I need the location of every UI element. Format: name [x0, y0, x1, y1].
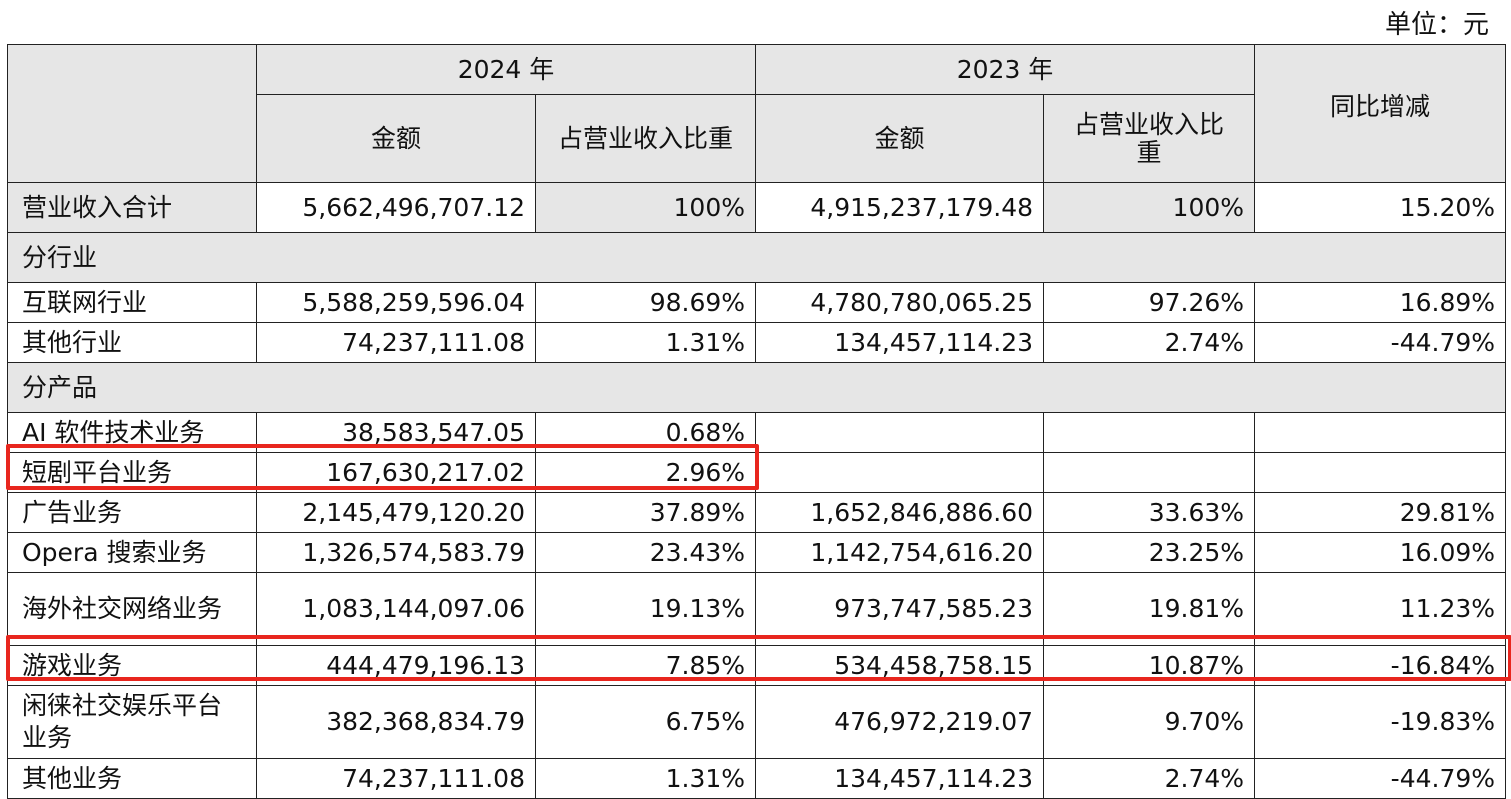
ratio-2024: 98.69%: [534, 282, 757, 323]
ratio-2024: 37.89%: [534, 492, 757, 533]
ratio-2024: 7.85%: [534, 645, 757, 686]
amount-2023: 476,972,219.07: [755, 685, 1045, 759]
table-row: 其他行业 74,237,111.08 1.31% 134,457,114.23 …: [7, 322, 1507, 363]
table-row: AI 软件技术业务 38,583,547.05 0.68%: [7, 412, 1507, 453]
unit-label: 单位：元: [1384, 10, 1489, 40]
yoy-change: 16.09%: [1254, 532, 1507, 573]
ratio-2024: 1.31%: [534, 758, 757, 799]
row-label: 其他业务: [7, 758, 257, 799]
table-row: 短剧平台业务 167,630,217.02 2.96%: [7, 452, 1507, 493]
row-label: Opera 搜索业务: [7, 532, 257, 573]
table-row: 互联网行业 5,588,259,596.04 98.69% 4,780,780,…: [7, 282, 1507, 323]
header-year-2023: 2023 年: [755, 44, 1256, 95]
table-row: Opera 搜索业务 1,326,574,583.79 23.43% 1,142,75…: [7, 532, 1507, 573]
amount-2024: 74,237,111.08: [256, 758, 536, 799]
yoy-change: [1254, 452, 1507, 493]
amount-2023: 134,457,114.23: [755, 758, 1045, 799]
yoy-change: 15.20%: [1254, 182, 1507, 233]
amount-2023: 4,780,780,065.25: [755, 282, 1045, 323]
ratio-2024: 19.13%: [534, 572, 757, 646]
ratio-2024: 2.96%: [534, 452, 757, 493]
row-label: 游戏业务: [7, 645, 257, 686]
amount-2024: 5,588,259,596.04: [256, 282, 536, 323]
row-label: 广告业务: [7, 492, 257, 533]
yoy-change: 16.89%: [1254, 282, 1507, 323]
ratio-2023: 10.87%: [1043, 645, 1256, 686]
yoy-change: 11.23%: [1254, 572, 1507, 646]
section-product: 分产品: [6, 362, 1507, 413]
ratio-2023: [1043, 412, 1256, 453]
row-label: 营业收入合计: [7, 182, 257, 233]
amount-2023: [755, 412, 1045, 453]
ratio-2023: 23.25%: [1043, 532, 1256, 573]
amount-2023: 134,457,114.23: [755, 322, 1045, 363]
amount-2023: 973,747,585.23: [755, 572, 1045, 646]
ratio-2023: 9.70%: [1043, 685, 1256, 759]
amount-2023: 1,142,754,616.20: [755, 532, 1045, 573]
yoy-change: 29.81%: [1254, 492, 1507, 533]
header-yoy: 同比增减: [1254, 44, 1507, 183]
yoy-change: -44.79%: [1254, 322, 1507, 363]
table-row: 其他业务 74,237,111.08 1.31% 134,457,114.23 2.74…: [7, 758, 1507, 799]
ratio-2023: 2.74%: [1043, 322, 1256, 363]
amount-2023: 1,652,846,886.60: [755, 492, 1045, 533]
header-ratio-2023: 占营业收入比重: [1043, 94, 1256, 183]
header-amount-2024: 金额: [256, 94, 536, 183]
ratio-2023: 97.26%: [1043, 282, 1256, 323]
ratio-2024: 23.43%: [534, 532, 757, 573]
amount-2024: 1,083,144,097.06: [256, 572, 536, 646]
table-row: 闲徕社交娱乐平台业务 382,368,834.79 6.75% 476,972,219…: [7, 685, 1507, 759]
ratio-2023: 19.81%: [1043, 572, 1256, 646]
yoy-change: -16.84%: [1254, 645, 1507, 686]
header-year-2024: 2024 年: [255, 44, 757, 95]
ratio-2023: 100%: [1043, 182, 1256, 233]
amount-2023: 534,458,758.15: [755, 645, 1045, 686]
header-amount-2023: 金额: [755, 94, 1045, 183]
amount-2024: 382,368,834.79: [256, 685, 536, 759]
row-label: 闲徕社交娱乐平台业务: [7, 685, 257, 759]
total-row: 营业收入合计 5,662,496,707.12 100% 4,915,237,1…: [7, 182, 1507, 233]
section-industry: 分行业: [6, 232, 1507, 283]
amount-2023: [755, 452, 1045, 493]
table-row: 海外社交网络业务 1,083,144,097.06 19.13% 973,747,58…: [7, 572, 1507, 646]
amount-2023: 4,915,237,179.48: [755, 182, 1045, 233]
amount-2024: 2,145,479,120.20: [256, 492, 536, 533]
header-corner: [7, 44, 257, 183]
amount-2024: 444,479,196.13: [256, 645, 536, 686]
ratio-2023: [1043, 452, 1256, 493]
amount-2024: 74,237,111.08: [256, 322, 536, 363]
row-label: 海外社交网络业务: [7, 572, 257, 646]
ratio-2023: 2.74%: [1043, 758, 1256, 799]
yoy-change: -44.79%: [1254, 758, 1507, 799]
revenue-table: 2024 年 2023 年 同比增减 金额 占营业收入比重 金额 占营业收入比重…: [6, 44, 1507, 799]
amount-2024: 5,662,496,707.12: [256, 182, 536, 233]
header-ratio-2024: 占营业收入比重: [534, 94, 757, 183]
amount-2024: 38,583,547.05: [256, 412, 536, 453]
row-label: 其他行业: [7, 322, 257, 363]
row-label: AI 软件技术业务: [7, 412, 257, 453]
ratio-2024: 0.68%: [534, 412, 757, 453]
ratio-2024: 6.75%: [534, 685, 757, 759]
ratio-2024: 100%: [534, 182, 757, 233]
row-label: 互联网行业: [7, 282, 257, 323]
amount-2024: 167,630,217.02: [256, 452, 536, 493]
yoy-change: [1254, 412, 1507, 453]
table-row: 游戏业务 444,479,196.13 7.85% 534,458,758.15 10.…: [7, 645, 1507, 686]
yoy-change: -19.83%: [1254, 685, 1507, 759]
ratio-2023: 33.63%: [1043, 492, 1256, 533]
row-label: 短剧平台业务: [7, 452, 257, 493]
ratio-2024: 1.31%: [534, 322, 757, 363]
table-row: 广告业务 2,145,479,120.20 37.89% 1,652,846,886.…: [7, 492, 1507, 533]
amount-2024: 1,326,574,583.79: [256, 532, 536, 573]
